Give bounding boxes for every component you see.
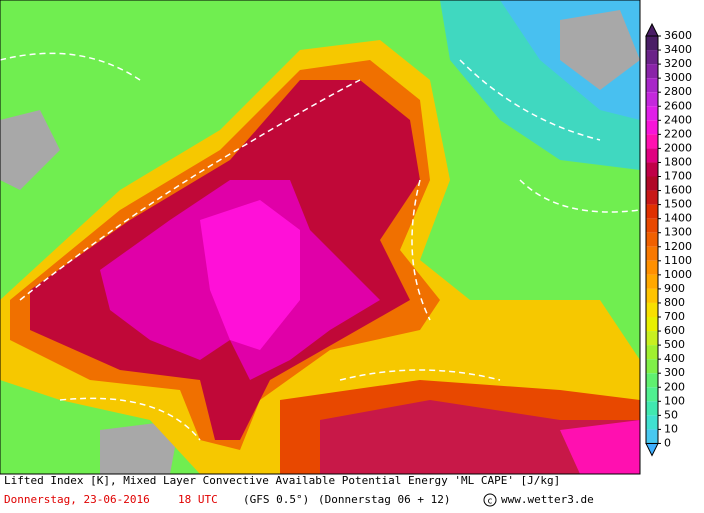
colorbar-label: 3200 [664,57,692,70]
contour [19,79,501,441]
colorbar-frame [645,35,659,444]
colorbar-label: 1500 [664,198,692,211]
colorbar-segment [646,120,658,135]
colorbar-label: 2400 [664,113,692,126]
colorbar-label: 200 [664,380,685,393]
contour [0,52,641,213]
colorbar-segment [646,345,658,360]
colorbar-label: 100 [664,394,685,407]
colorbar-label: 50 [664,408,678,421]
copyright-icon [483,493,497,507]
colorbar-label: 3000 [664,71,692,84]
colorbar-segment [646,331,658,346]
colorbar-segment [646,246,658,261]
colorbar-label: 1800 [664,155,692,168]
colorbar-segment [646,260,658,275]
time: 18 UTC [178,493,218,506]
colorbar-label: 500 [664,338,685,351]
colorbar-segment [646,317,658,332]
colorbar-label: 10 [664,422,678,435]
land-mask [560,10,640,90]
colorbar-segment [646,218,658,233]
colorbar-label: 1300 [664,226,692,239]
model: (GFS 0.5°) [243,493,309,506]
caption: Lifted Index [K], Mixed Layer Convective… [4,474,560,487]
colorbar-segment [646,36,658,51]
colorbar-label: 1100 [664,254,692,267]
colorbar-label: 300 [664,366,685,379]
copyright-c: c [487,497,492,507]
colorbar-label: 1000 [664,268,692,281]
colorbar-label: 800 [664,296,685,309]
field-very-high [320,400,640,474]
colorbar-label: 3400 [664,43,692,56]
colorbar-label: 0 [664,436,671,449]
colorbar-label: 3600 [664,29,692,42]
colorbar-segment [646,162,658,177]
colorbar: 3600340032003000280026002400220020001800… [645,22,692,457]
colorbar-segment [646,64,658,79]
land-mask [0,110,60,190]
colorbar-label: 600 [664,324,685,337]
colorbar-segment [646,176,658,191]
colorbar-segment [646,204,658,219]
colorbar-segment [646,274,658,289]
colorbar-segment [646,415,658,430]
run: (Donnerstag 06 + 12) [318,493,450,506]
colorbar-label: 700 [664,310,685,323]
colorbar-label: 2200 [664,127,692,140]
colorbar-segment [646,373,658,388]
colorbar-segment [646,359,658,374]
colorbar-segment [646,106,658,121]
colorbar-label: 1700 [664,170,692,183]
field-extreme [200,200,300,350]
colorbar-segment [646,401,658,416]
colorbar-label: 1400 [664,212,692,225]
colorbar-segment [646,50,658,65]
colorbar-segment [646,190,658,205]
colorbar-segment [646,429,658,444]
colorbar-segment [646,288,658,303]
land-mask [100,420,180,474]
colorbar-segment [646,232,658,247]
colorbar-label: 900 [664,282,685,295]
colorbar-label: 2800 [664,85,692,98]
colorbar-label: 1200 [664,240,692,253]
date: Donnerstag, 23-06-2016 [4,493,150,506]
colorbar-segment [646,78,658,93]
field-extreme [560,420,640,474]
field-frame [0,0,641,475]
colorbar-label: 1600 [664,184,692,197]
colorbar-segment [646,148,658,163]
colorbar-label: 2600 [664,99,692,112]
colorbar-label: 400 [664,352,685,365]
colorbar-segment [646,134,658,149]
colorbar-label: 2000 [664,141,692,154]
credit: www.wetter3.de [501,493,594,506]
field [0,0,641,475]
colorbar-segment [646,302,658,317]
colorbar-segment [646,387,658,402]
colorbar-segment [646,92,658,107]
